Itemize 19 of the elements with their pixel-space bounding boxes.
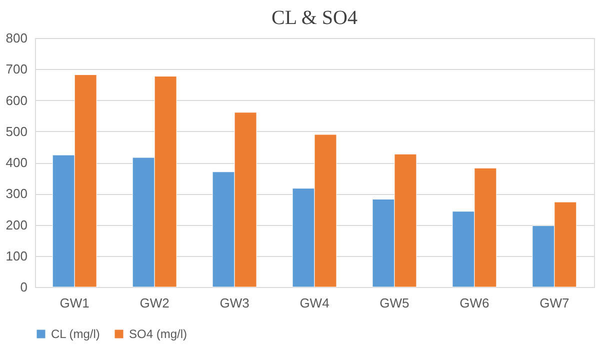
x-tick-label: GW7 xyxy=(540,296,570,310)
y-tick-label: 0 xyxy=(20,280,28,294)
y-tick-label: 500 xyxy=(6,124,28,139)
x-tick-label: GW6 xyxy=(460,296,490,310)
x-tick-label: GW5 xyxy=(380,296,410,310)
y-tick-label: 800 xyxy=(6,30,28,46)
y-tick-label: 400 xyxy=(6,155,28,170)
x-tick-label: GW2 xyxy=(140,296,170,310)
chart-title: CL & SO4 xyxy=(272,7,358,29)
x-tick-label: GW4 xyxy=(300,296,330,310)
y-tick-label: 200 xyxy=(6,217,28,232)
y-tick-label: 300 xyxy=(6,186,28,202)
y-tick-label: 700 xyxy=(6,62,28,77)
y-tick-label: 600 xyxy=(6,92,28,108)
legend-label: CL (mg/l) xyxy=(51,327,100,341)
legend-label: SO4 (mg/l) xyxy=(129,327,188,341)
y-tick-label: 100 xyxy=(6,248,28,264)
x-tick-label: GW3 xyxy=(220,296,250,310)
x-tick-label: GW1 xyxy=(60,296,90,310)
